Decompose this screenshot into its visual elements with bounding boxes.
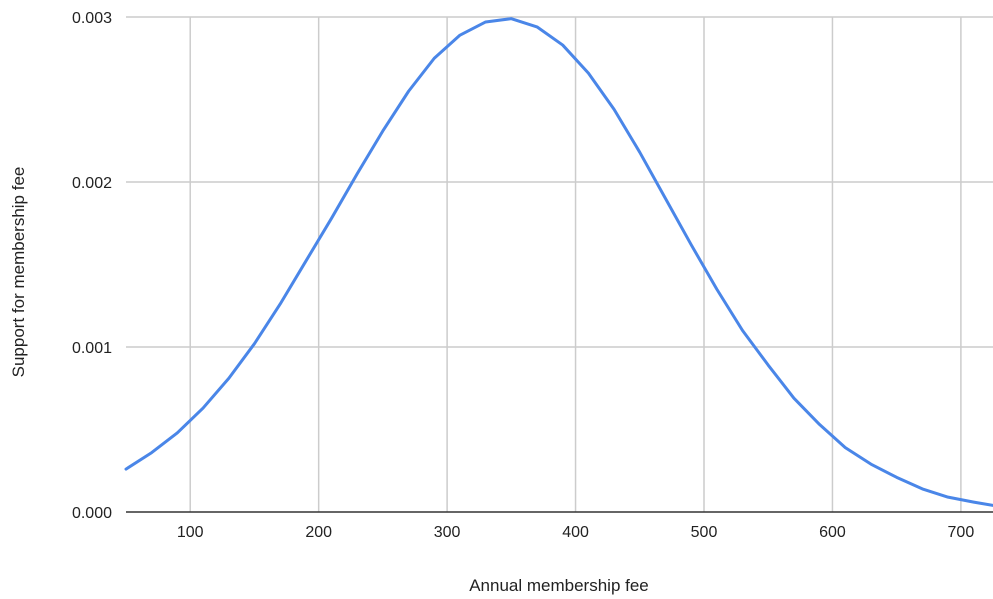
y-tick-label-0.003: 0.003 xyxy=(72,10,112,27)
y-tick-label-0.001: 0.001 xyxy=(72,340,112,357)
tick-labels: 100 200 300 400 500 600 700 0.000 0.001 0.002 0.00… xyxy=(72,10,974,541)
gridlines xyxy=(126,16,993,512)
y-tick-label-0.000: 0.000 xyxy=(72,505,112,522)
y-tick-label-0.002: 0.002 xyxy=(72,175,112,192)
x-axis-title: Annual membership fee xyxy=(469,576,649,595)
x-tick-label-300: 300 xyxy=(434,524,461,541)
y-axis-title: Support for membership fee xyxy=(9,167,28,378)
series-layer xyxy=(124,17,993,507)
x-tick-label-500: 500 xyxy=(691,524,718,541)
x-tick-label-200: 200 xyxy=(305,524,332,541)
x-tick-label-700: 700 xyxy=(948,524,975,541)
x-tick-label-400: 400 xyxy=(562,524,589,541)
x-tick-label-100: 100 xyxy=(177,524,204,541)
x-tick-label-600: 600 xyxy=(819,524,846,541)
series-line-1 xyxy=(124,17,993,507)
